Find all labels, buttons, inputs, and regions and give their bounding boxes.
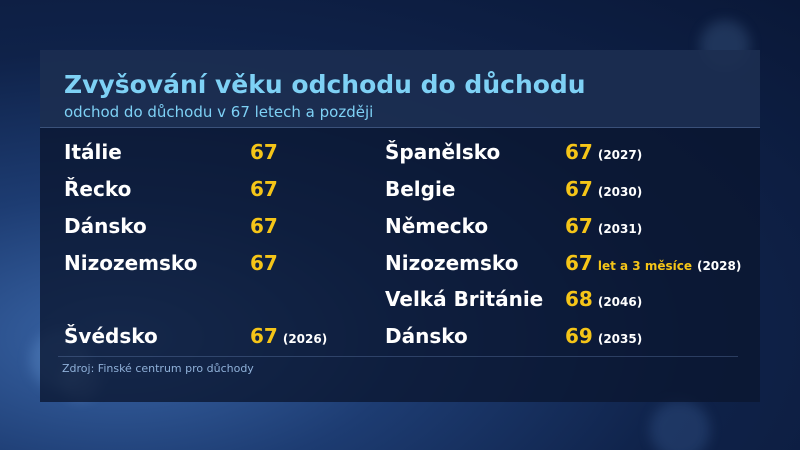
source-note: Zdroj: Finské centrum pro důchody bbox=[62, 362, 254, 375]
age-extra-note: let a 3 měsíce bbox=[597, 259, 692, 273]
country-name: Nizozemsko bbox=[64, 251, 198, 275]
retirement-age: 67 bbox=[250, 214, 278, 238]
country-name: Řecko bbox=[64, 177, 132, 201]
country-name: Nizozemsko bbox=[385, 251, 519, 275]
retirement-age: 67 bbox=[250, 140, 278, 164]
country-name: Dánsko bbox=[64, 214, 147, 238]
header: Zvyšování věku odchodu do důchodu odchod… bbox=[40, 50, 760, 128]
retirement-age: 67 bbox=[250, 177, 278, 201]
target-year: (2046) bbox=[597, 295, 643, 309]
country-name: Španělsko bbox=[385, 140, 501, 164]
country-name: Švédsko bbox=[64, 324, 158, 348]
country-name: Dánsko bbox=[385, 324, 468, 348]
retirement-age: 67 (2026) bbox=[250, 324, 328, 348]
target-year: (2035) bbox=[597, 332, 643, 346]
page-title: Zvyšování věku odchodu do důchodu bbox=[64, 70, 586, 99]
target-year: (2031) bbox=[597, 222, 643, 236]
retirement-age: 67 bbox=[250, 251, 278, 275]
retirement-age: 69 (2035) bbox=[565, 324, 643, 348]
country-name: Velká Británie bbox=[385, 287, 544, 311]
retirement-age: 67 (2030) bbox=[565, 177, 643, 201]
target-year: (2028) bbox=[696, 259, 742, 273]
target-year: (2026) bbox=[282, 332, 328, 346]
divider bbox=[58, 356, 738, 357]
info-panel: Zvyšování věku odchodu do důchodu odchod… bbox=[40, 50, 760, 402]
page-subtitle: odchod do důchodu v 67 letech a později bbox=[64, 103, 374, 121]
retirement-age: 67 (2031) bbox=[565, 214, 643, 238]
country-name: Belgie bbox=[385, 177, 456, 201]
retirement-age: 67 let a 3 měsíce (2028) bbox=[565, 251, 742, 275]
retirement-age: 67 (2027) bbox=[565, 140, 643, 164]
retirement-age: 68 (2046) bbox=[565, 287, 643, 311]
country-name: Itálie bbox=[64, 140, 122, 164]
target-year: (2027) bbox=[597, 148, 643, 162]
target-year: (2030) bbox=[597, 185, 643, 199]
country-name: Německo bbox=[385, 214, 489, 238]
